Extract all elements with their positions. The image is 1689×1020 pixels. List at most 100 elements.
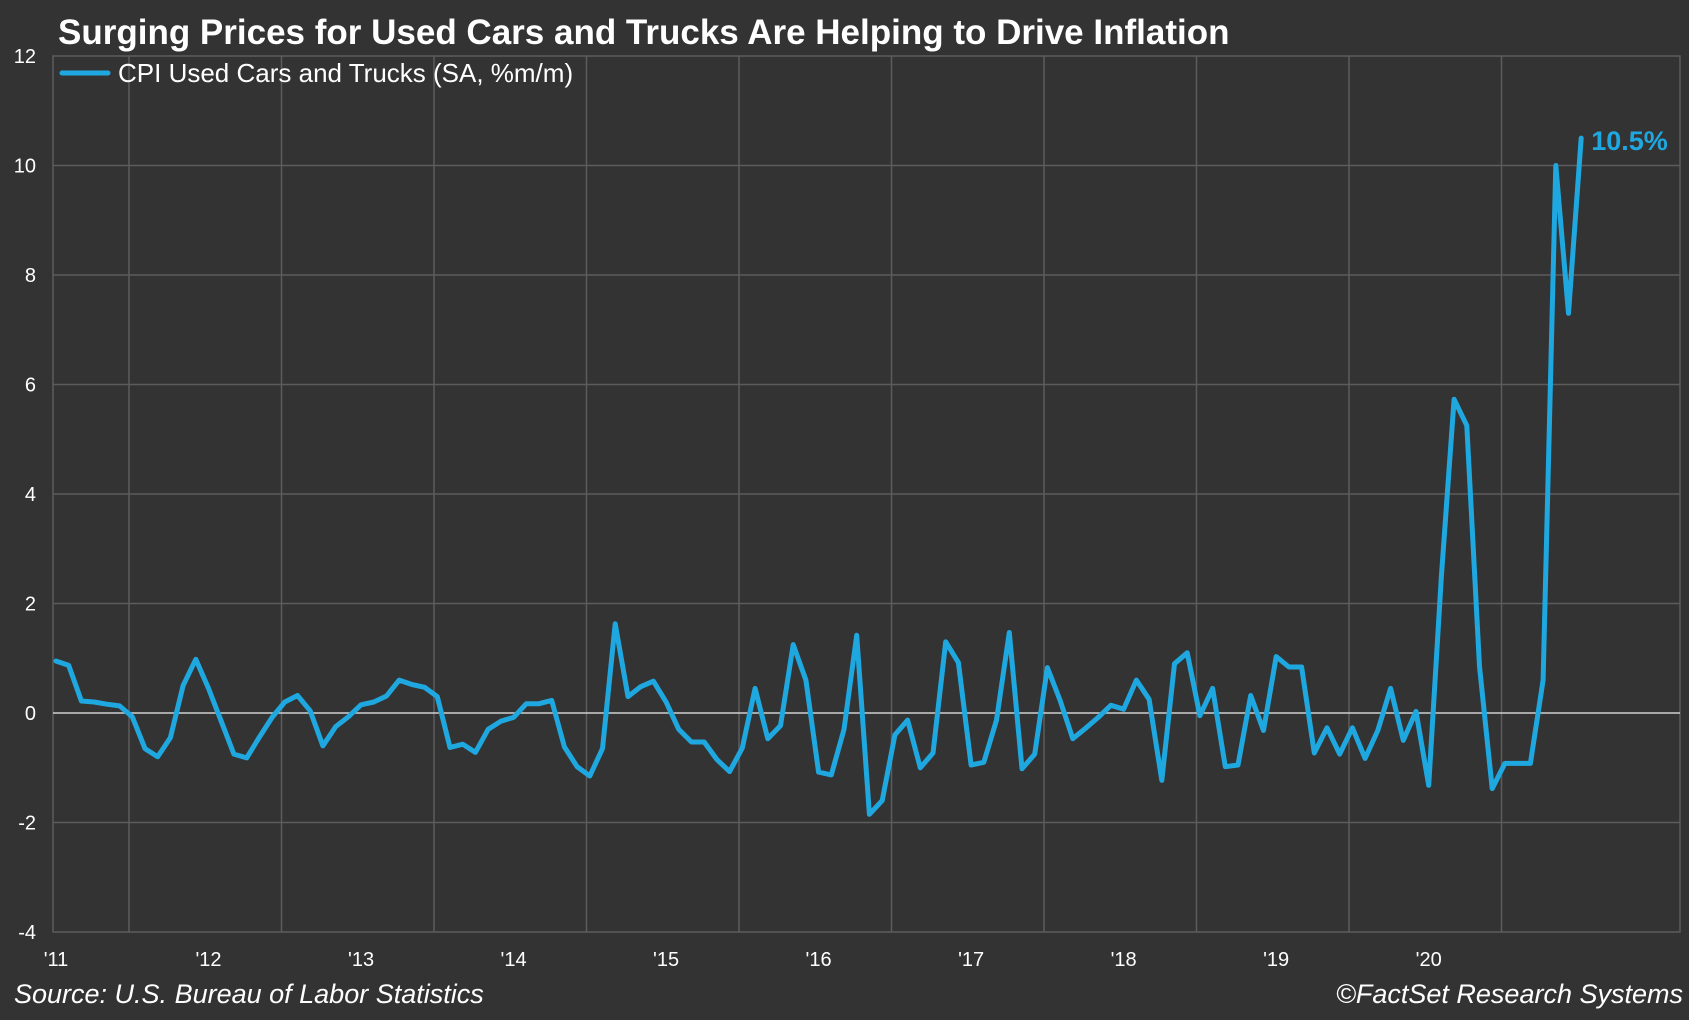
data-point [486,727,491,732]
data-point [1223,764,1228,769]
data-point [1032,752,1037,757]
data-point [511,715,516,720]
series-line [53,135,1584,817]
data-point [930,750,935,755]
data-point [1452,397,1457,402]
y-axis-ticks: 12 10 8 6 4 2 0 -2 -4 [14,46,36,944]
data-point [79,698,84,703]
data-point [1553,163,1558,168]
x-tick-label: '13 [348,949,374,971]
data-point [1197,713,1202,718]
data-point [536,701,541,706]
data-point [333,724,338,729]
data-point [1096,715,1101,720]
x-axis-ticks: '11 '12 '13 '14 '15 '16 '17 '18 '19 '20 [44,949,1442,971]
y-tick-label: 6 [25,375,36,397]
data-point [689,740,694,745]
data-point [1464,423,1469,428]
data-point [549,698,554,703]
data-point [1388,686,1393,691]
x-tick-label: '15 [653,949,679,971]
data-point [981,760,986,765]
data-point [1236,763,1241,768]
data-point [791,642,796,647]
x-tick-label: '18 [1111,949,1137,971]
y-tick-label: 2 [25,594,36,616]
data-point [1528,761,1533,766]
data-point [1541,678,1546,683]
x-tick-label: '14 [501,949,527,971]
data-point [66,663,71,668]
data-point [1299,665,1304,670]
data-point [1312,750,1317,755]
data-point [676,727,681,732]
data-point [1401,738,1406,743]
data-point [969,763,974,768]
data-point [359,702,364,707]
data-point [295,693,300,698]
y-tick-label: -2 [18,813,36,835]
data-point [1566,311,1571,316]
y-tick-label: 12 [14,46,36,68]
data-point [1375,728,1380,733]
data-point [1185,650,1190,655]
y-tick-label: -4 [18,922,36,944]
data-point [1147,697,1152,702]
data-point [1261,728,1266,733]
data-point [422,685,427,690]
data-point [1363,756,1368,761]
data-point [155,754,160,759]
data-point [1490,786,1495,791]
data-point [702,740,707,745]
data-point [282,700,287,705]
grid [52,55,1681,933]
data-point [1274,654,1279,659]
data-point [1083,726,1088,731]
data-point [562,744,567,749]
data-point [473,750,478,755]
data-point [1121,707,1126,712]
data-point [600,746,605,751]
legend-label: CPI Used Cars and Trucks (SA, %m/m) [118,58,573,88]
x-tick-label: '16 [806,949,832,971]
data-point [1045,665,1050,670]
data-point [1579,136,1584,141]
data-point [193,657,198,662]
data-point [231,752,236,757]
data-point [1248,693,1253,698]
data-point [1350,725,1355,730]
data-point [1426,783,1431,788]
data-point [371,700,376,705]
data-point [206,686,211,691]
data-point [638,684,643,689]
data-point [1108,703,1113,708]
data-point [1337,752,1342,757]
data-point [1172,661,1177,666]
data-point [1058,698,1063,703]
data-point [448,745,453,750]
data-point [575,764,580,769]
data-point [270,715,275,720]
data-point [1159,778,1164,783]
data-point [1070,736,1075,741]
data-point [829,772,834,777]
data-point [130,714,135,719]
data-point [1007,630,1012,635]
data-point [104,702,109,707]
data-point [54,658,59,663]
data-point [994,718,999,723]
data-point [168,735,173,740]
source-note: Source: U.S. Bureau of Labor Statistics [14,979,484,1009]
data-point [435,694,440,699]
data-point [1413,709,1418,714]
data-point [257,735,262,740]
data-point [397,678,402,683]
data-point [753,686,758,691]
data-point [651,679,656,684]
data-point [1515,761,1520,766]
y-tick-label: 0 [25,703,36,725]
data-point [1502,761,1507,766]
data-point [1019,766,1024,771]
